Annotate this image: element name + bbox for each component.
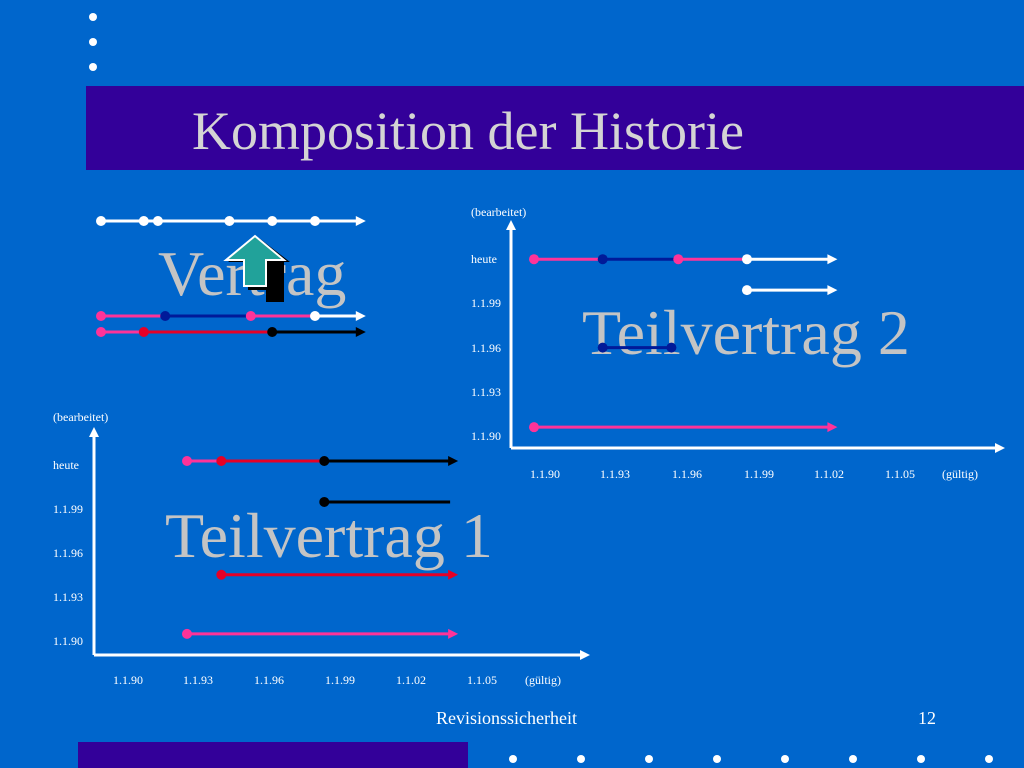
- history-dot: [741, 285, 752, 296]
- segment-arrowhead: [448, 456, 459, 466]
- history-dot: [741, 254, 752, 265]
- bullet-dot: [849, 755, 857, 763]
- vertrag-arrowhead: [355, 327, 366, 337]
- up-arrow-icon: [223, 234, 290, 302]
- bullet-dot: [89, 63, 97, 71]
- history-dot: [666, 342, 677, 353]
- vertrag-arrowhead: [355, 216, 366, 226]
- history-dot: [529, 422, 539, 433]
- x-tick-label: 1.1.99: [744, 467, 774, 481]
- vertrag-dot: [96, 311, 106, 321]
- y-tick-label: 1.1.93: [53, 590, 83, 604]
- x-tick-label: 1.1.96: [254, 673, 284, 687]
- x-tick-label: 1.1.93: [183, 673, 213, 687]
- vertrag-dot: [310, 311, 320, 321]
- vertrag-dot: [267, 216, 278, 226]
- x-tick-label: 1.1.02: [396, 673, 426, 687]
- x-tick-label: 1.1.02: [814, 467, 844, 481]
- bullet-dot: [781, 755, 789, 763]
- vertrag-dot: [245, 311, 256, 321]
- slide-title: Komposition der Historie: [192, 101, 744, 161]
- footer-label: Revisionssicherheit: [436, 708, 577, 728]
- bullet-dot: [89, 38, 97, 46]
- segment-arrowhead: [448, 628, 459, 639]
- segment-arrowhead: [827, 285, 838, 296]
- x-axis-arrowhead: [995, 443, 1005, 453]
- y-tick-label: 1.1.99: [471, 296, 501, 310]
- history-dot: [529, 254, 539, 265]
- vertrag-dot: [96, 216, 106, 226]
- y-axis-arrowhead: [506, 220, 516, 230]
- x-tick-label: 1.1.05: [885, 467, 915, 481]
- x-axis-label: (gültig): [942, 467, 978, 481]
- history-dot: [216, 569, 227, 580]
- x-axis-label: (gültig): [525, 673, 561, 687]
- history-dot: [182, 456, 192, 466]
- history-dot: [597, 342, 608, 353]
- segment-arrowhead: [448, 569, 459, 580]
- bullet-dot: [713, 755, 721, 763]
- bullet-dot: [89, 13, 97, 21]
- y-tick-label: 1.1.93: [471, 385, 501, 399]
- x-tick-label: 1.1.96: [672, 467, 702, 481]
- history-dot: [319, 456, 330, 466]
- bottom-bar: [78, 742, 468, 768]
- x-tick-label: 1.1.05: [467, 673, 497, 687]
- x-tick-label: 1.1.90: [530, 467, 560, 481]
- y-axis-arrowhead: [89, 427, 99, 437]
- y-tick-label: heute: [53, 458, 79, 472]
- vertrag-dot: [138, 216, 149, 226]
- x-axis-arrowhead: [580, 650, 590, 660]
- title-bar: [86, 86, 1024, 170]
- vertrag-dot: [310, 216, 320, 226]
- history-dot: [216, 456, 227, 466]
- segment-arrowhead: [827, 422, 838, 433]
- history-dot: [673, 254, 684, 265]
- vertrag-dot: [224, 216, 235, 226]
- history-dot: [182, 628, 192, 639]
- y-tick-label: 1.1.90: [471, 429, 501, 443]
- teilvertrag-1-label: Teilvertrag 1: [165, 500, 493, 571]
- vertrag-dot: [152, 216, 163, 226]
- x-tick-label: 1.1.99: [325, 673, 355, 687]
- segment-arrowhead: [827, 254, 838, 265]
- vertrag-dot: [267, 327, 278, 337]
- x-tick-label: 1.1.90: [113, 673, 143, 687]
- vertrag-dot: [160, 311, 171, 321]
- up-arrow-body: [223, 234, 287, 287]
- vertrag-dot: [96, 327, 106, 337]
- bullet-dot: [577, 755, 585, 763]
- y-tick-label: 1.1.96: [471, 341, 501, 355]
- vertrag-dot: [138, 327, 149, 337]
- y-tick-label: 1.1.90: [53, 634, 83, 648]
- history-dot: [319, 496, 330, 507]
- y-tick-label: 1.1.99: [53, 502, 83, 516]
- x-tick-label: 1.1.93: [600, 467, 630, 481]
- bullet-dot: [985, 755, 993, 763]
- bullet-dot: [509, 755, 517, 763]
- bullet-dot: [917, 755, 925, 763]
- y-axis-label: (bearbeitet): [471, 205, 526, 219]
- up-arrow-shadow: [236, 258, 284, 302]
- y-tick-label: heute: [471, 252, 497, 266]
- bullet-dot: [645, 755, 653, 763]
- y-axis-label: (bearbeitet): [53, 410, 108, 424]
- vertrag-arrowhead: [355, 311, 366, 321]
- history-dot: [597, 254, 608, 265]
- teilvertrag-2-label: Teilvertrag 2: [582, 297, 910, 368]
- y-tick-label: 1.1.96: [53, 546, 83, 560]
- page-number: 12: [918, 708, 936, 728]
